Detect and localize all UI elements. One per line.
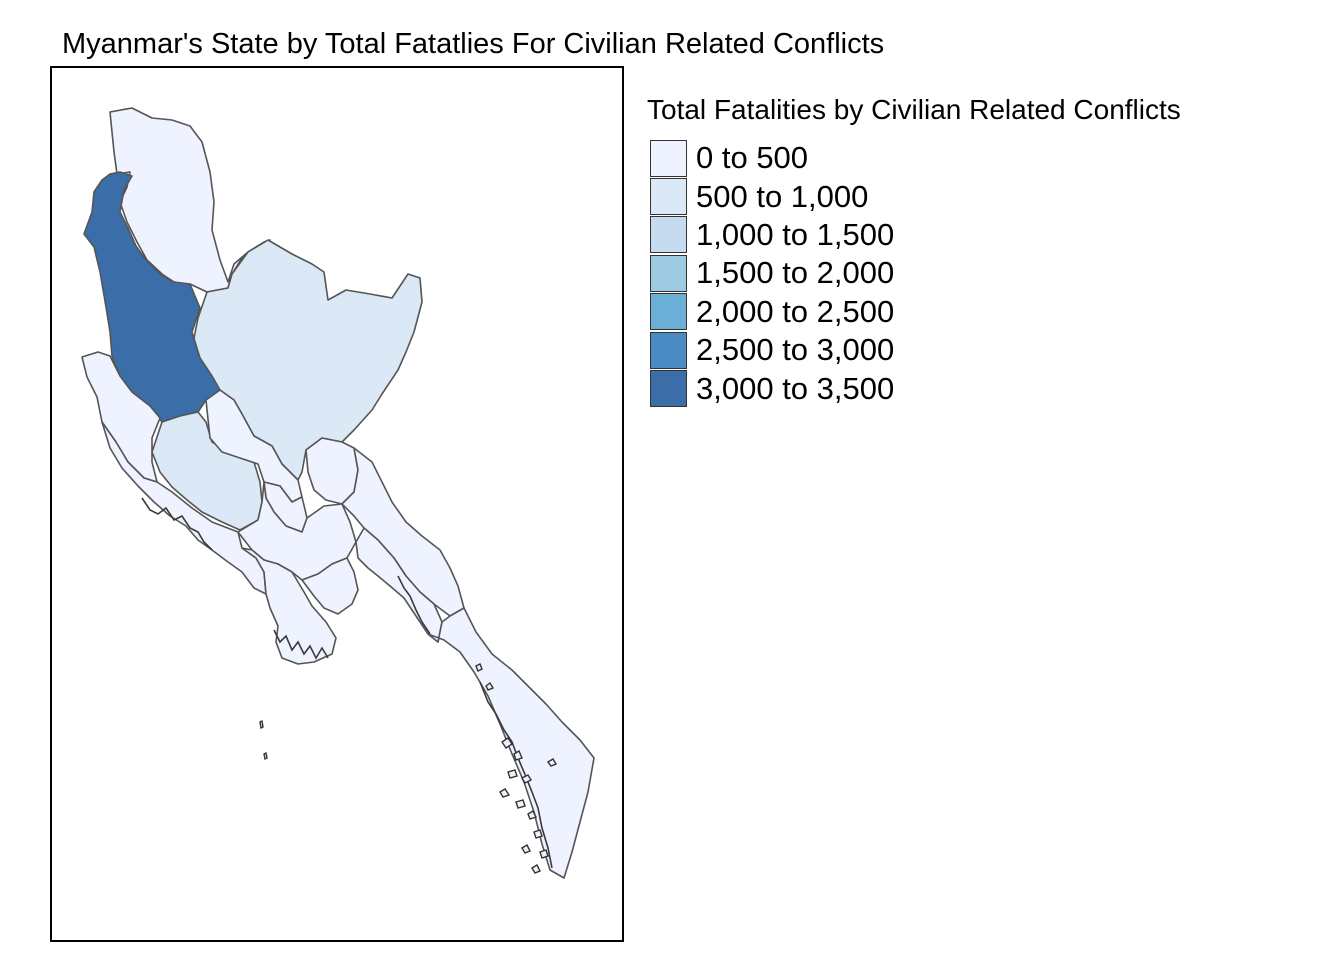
coastline-mon [397, 575, 431, 635]
map-title: Myanmar's State by Total Fatatlies For C… [62, 28, 885, 60]
legend-label: 1,500 to 2,000 [696, 255, 895, 291]
legend-swatch [650, 254, 687, 292]
coastline-delta [273, 629, 329, 660]
legend-item: 2,500 to 3,000 [650, 331, 1181, 369]
legend-item: 2,000 to 2,500 [650, 293, 1181, 331]
legend-swatch [650, 216, 687, 254]
legend-swatch [650, 139, 687, 177]
legend-items: 0 to 500 500 to 1,000 1,000 to 1,500 1,500 … [650, 139, 1181, 408]
legend-label: 2,500 to 3,000 [696, 332, 895, 368]
legend-item: 3,000 to 3,500 [650, 369, 1181, 408]
legend-title: Total Fatalities by Civilian Related Con… [647, 94, 1181, 125]
region-chin [81, 351, 161, 483]
legend-item: 1,000 to 1,500 [650, 216, 1181, 254]
region-yangon [301, 557, 359, 615]
map-legend: Total Fatalities by Civilian Related Con… [647, 93, 1181, 408]
map-panel [50, 66, 624, 942]
legend-swatch [650, 370, 687, 408]
region-kayah [305, 437, 359, 505]
legend-label: 0 to 500 [696, 140, 809, 176]
legend-label: 3,000 to 3,500 [696, 370, 895, 406]
legend-swatch [650, 178, 687, 216]
legend-item: 500 to 1,000 [650, 177, 1181, 216]
legend-label: 500 to 1,000 [696, 178, 869, 214]
legend-swatch [650, 293, 687, 331]
legend-label: 1,000 to 1,500 [696, 216, 895, 252]
legend-item: 1,500 to 2,000 [650, 254, 1181, 292]
myanmar-map [81, 107, 595, 879]
coastline-rakhine [141, 497, 213, 551]
legend-swatch [650, 331, 687, 369]
region-ayeyarwady [241, 547, 337, 665]
legend-label: 2,000 to 2,500 [696, 293, 895, 329]
coastline-tanintharyi [479, 681, 553, 869]
legend-item: 0 to 500 [650, 139, 1181, 177]
region-kachin [109, 107, 271, 293]
archipelago-islands [259, 663, 558, 874]
